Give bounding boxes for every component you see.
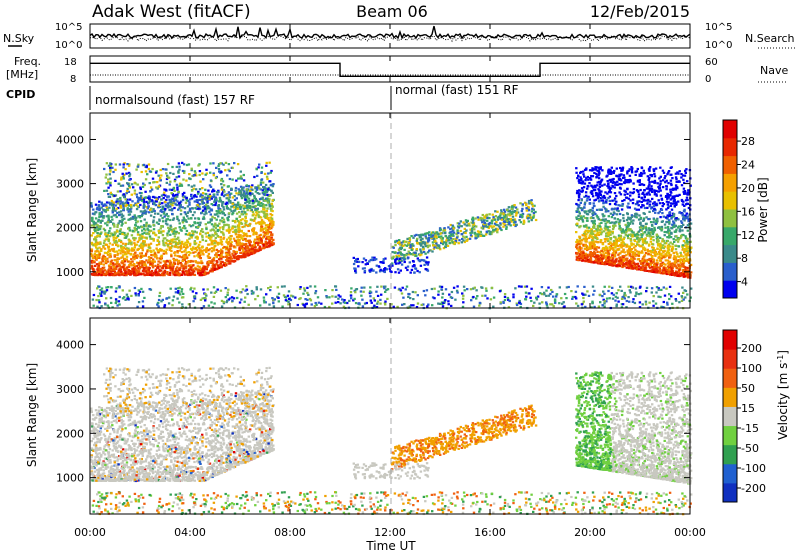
colorbar-swatch	[723, 173, 737, 192]
nsearch-trace	[89, 34, 691, 43]
nsky-tick-top: 10^5	[55, 22, 82, 33]
colorbar-swatch	[723, 406, 737, 427]
colorbar-swatch	[723, 120, 737, 139]
station-title: Adak West (fitACF)	[92, 2, 251, 22]
cpid-axis-label: CPID	[6, 88, 35, 101]
colorbar-swatch	[723, 330, 737, 350]
freq-panel: Freq. [MHz] 18 8 60 0 Nave	[6, 55, 788, 85]
xtick-label: 20:00	[574, 526, 606, 539]
beam-label: Beam 06	[356, 2, 428, 21]
colorbar-swatch	[723, 463, 737, 484]
date-label: 12/Feb/2015	[590, 2, 690, 21]
velocity-colorbar: 200 100 50 15 -15 -50 -100 -200	[722, 329, 766, 503]
colorbar-swatch	[723, 444, 737, 465]
nsky-panel: N.Sky 10^5 10^0 10^5 10^0 N.Search	[3, 22, 796, 51]
colorbar-swatch	[723, 387, 737, 407]
colorbar-tick: 8	[741, 252, 748, 265]
colorbar-swatch	[723, 155, 737, 174]
colorbar-tick: -100	[741, 462, 766, 475]
ytick-label: 3000	[56, 178, 84, 191]
time-x-axis: 00:00 04:00 08:00 12:00 16:00 20:00 00:00	[74, 24, 706, 539]
colorbar-swatch	[723, 349, 737, 369]
colorbar-swatch	[723, 280, 737, 299]
colorbar-tick: 20	[741, 182, 755, 195]
colorbar-tick: 4	[741, 276, 748, 289]
nsky-axis-label: N.Sky	[3, 32, 35, 45]
nave-tick-top: 60	[705, 57, 718, 68]
colorbar-tick: -50	[741, 442, 759, 455]
cpid-segment-2: normal (fast) 151 RF	[395, 83, 519, 97]
colorbar-swatch	[723, 425, 737, 446]
ytick-label: 4000	[56, 133, 84, 146]
xtick-label: 12:00	[374, 526, 406, 539]
power-colorbar-label: Power [dB]	[756, 177, 770, 242]
colorbar-tick: -15	[741, 422, 759, 435]
freq-tick-top: 18	[64, 57, 77, 68]
freq-tick-bottom: 8	[70, 74, 76, 85]
colorbar-swatch	[723, 262, 737, 281]
ytick-label: 4000	[56, 339, 84, 352]
colorbar-swatch	[723, 191, 737, 210]
colorbar-tick: 12	[741, 229, 755, 242]
velocity-y-axis: 1000 2000 3000 4000	[56, 339, 690, 485]
ytick-label: 2000	[56, 222, 84, 235]
colorbar-swatch	[723, 209, 737, 228]
nsky-tick-bottom: 10^0	[55, 40, 82, 51]
power-panel: 1000 2000 3000 4000 Slant Range [km] 28 24 20…	[25, 112, 770, 310]
colorbar-tick: 100	[741, 362, 762, 375]
xtick-label: 16:00	[474, 526, 506, 539]
ytick-label: 3000	[56, 383, 84, 396]
nsearch-tick-bottom: 10^0	[705, 40, 732, 51]
ytick-label: 1000	[56, 266, 84, 279]
ytick-label: 2000	[56, 427, 84, 440]
power-colorbar: 28 24 20 16 12 8 4	[722, 119, 755, 299]
colorbar-swatch	[723, 482, 737, 503]
power-scatter	[90, 161, 693, 310]
nave-axis-label: Nave	[760, 64, 788, 77]
xtick-label: 00:00	[674, 526, 706, 539]
velocity-scatter	[90, 366, 693, 516]
ytick-label: 1000	[56, 472, 84, 485]
colorbar-tick: 28	[741, 135, 755, 148]
colorbar-tick: 50	[741, 382, 755, 395]
colorbar-tick: 24	[741, 159, 755, 172]
nsky-trace	[89, 25, 691, 40]
xtick-label: 04:00	[174, 526, 206, 539]
power-ylabel: Slant Range [km]	[25, 158, 39, 262]
colorbar-swatch	[723, 226, 737, 246]
power-y-axis: 1000 2000 3000 4000	[56, 133, 690, 279]
colorbar-tick: 200	[741, 342, 762, 355]
velocity-panel: 1000 2000 3000 4000 Slant Range [km] 200 100…	[25, 317, 791, 516]
colorbar-swatch	[723, 137, 737, 157]
nave-tick-bottom: 0	[705, 74, 711, 85]
colorbar-swatch	[723, 244, 737, 263]
velocity-colorbar-label: Velocity [m s-1]	[776, 350, 791, 440]
colorbar-tick: 15	[741, 402, 755, 415]
nsearch-axis-label: N.Search	[745, 32, 795, 45]
cpid-segment-1: normalsound (fast) 157 RF	[95, 93, 255, 107]
freq-axis-label: Freq.	[14, 55, 41, 68]
xtick-label: 00:00	[74, 526, 106, 539]
colorbar-swatch	[723, 368, 737, 388]
nsearch-tick-top: 10^5	[705, 22, 732, 33]
colorbar-tick: -200	[741, 482, 766, 495]
cpid-panel: CPID normalsound (fast) 157 RF normal (f…	[6, 83, 519, 110]
xtick-label: 08:00	[274, 526, 306, 539]
colorbar-tick: 16	[741, 205, 755, 218]
freq-trace	[90, 62, 690, 77]
time-axis-label: Time UT	[365, 539, 416, 553]
velocity-ylabel: Slant Range [km]	[25, 363, 39, 467]
freq-axis-units: [MHz]	[6, 68, 38, 81]
